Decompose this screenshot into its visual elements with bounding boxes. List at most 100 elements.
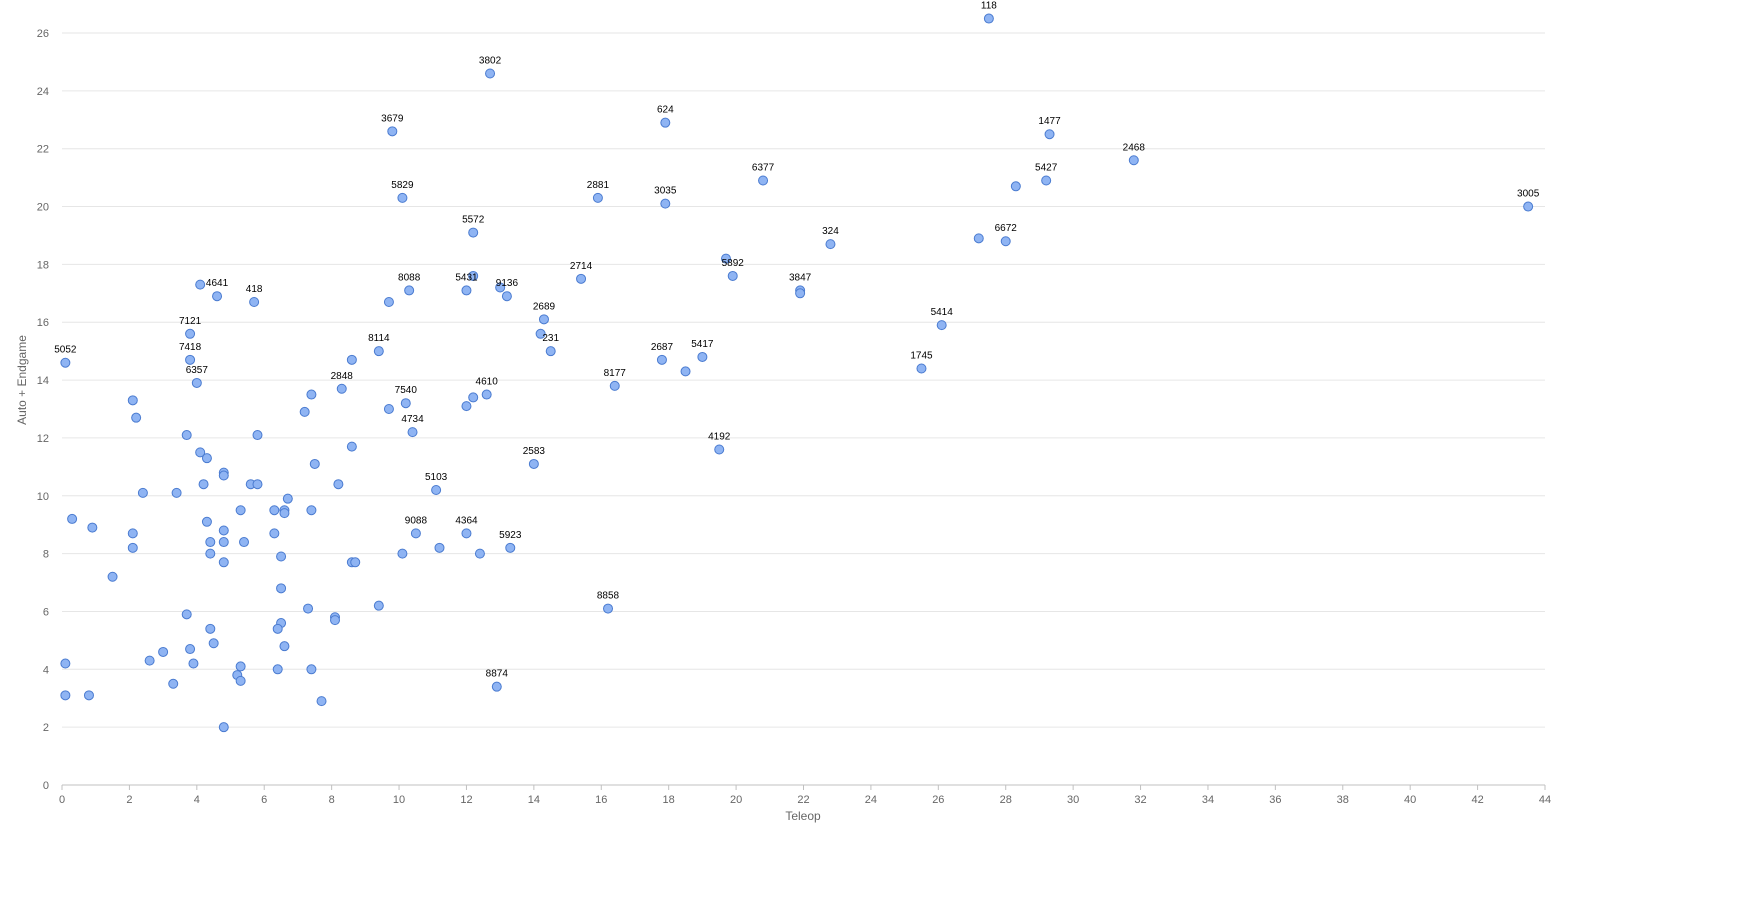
data-point — [188, 658, 199, 669]
data-point — [535, 328, 546, 339]
data-point — [306, 664, 317, 675]
data-point — [936, 320, 947, 331]
data-point — [87, 522, 98, 533]
data-point — [205, 548, 216, 559]
data-point — [528, 458, 539, 469]
data-point — [279, 508, 290, 519]
data-point-label: 4641 — [206, 278, 229, 289]
data-point-label: 324 — [822, 226, 839, 237]
x-tick-label-24: 24 — [865, 794, 877, 806]
data-point — [276, 551, 287, 562]
data-point-label: 5923 — [499, 530, 522, 541]
y-tick-label-14: 14 — [37, 375, 49, 387]
y-tick-label-10: 10 — [37, 491, 49, 503]
x-tick-label-30: 30 — [1067, 794, 1079, 806]
data-point-label: 3035 — [654, 186, 677, 197]
data-point-label: 8088 — [398, 272, 421, 283]
x-tick-label-2: 2 — [126, 794, 132, 806]
data-point — [758, 175, 769, 186]
data-point — [660, 117, 671, 128]
data-point — [714, 444, 725, 455]
data-point — [185, 328, 196, 339]
data-point-label: 4610 — [476, 377, 499, 388]
data-point — [272, 623, 283, 634]
data-point — [474, 548, 485, 559]
data-point-label: 2714 — [570, 261, 593, 272]
data-point — [461, 528, 472, 539]
data-point — [282, 493, 293, 504]
data-point-label: 118 — [981, 1, 997, 12]
data-point — [235, 505, 246, 516]
data-point-label: 8874 — [486, 669, 509, 680]
data-point-label: 1477 — [1038, 116, 1061, 127]
x-tick-label-0: 0 — [59, 794, 65, 806]
data-point-label: 7540 — [395, 385, 418, 396]
data-point — [410, 528, 421, 539]
data-point — [973, 233, 984, 244]
data-point-label: 8114 — [368, 333, 390, 344]
data-point — [205, 537, 216, 548]
data-point-label: 7121 — [179, 316, 202, 327]
y-tick-label-24: 24 — [37, 86, 49, 98]
data-point — [67, 513, 78, 524]
y-tick-label-8: 8 — [43, 549, 49, 561]
data-point-label: 4364 — [455, 515, 478, 526]
data-point-label: 7418 — [179, 342, 202, 353]
data-points — [60, 13, 1534, 733]
data-point-label: 5572 — [462, 215, 485, 226]
y-tick-label-12: 12 — [37, 433, 49, 445]
data-point — [127, 542, 138, 553]
data-point — [239, 537, 250, 548]
y-axis-title: Auto + Endgame — [15, 335, 29, 425]
data-point-label: 5829 — [391, 180, 414, 191]
data-point — [461, 285, 472, 296]
data-point-label: 2687 — [651, 342, 674, 353]
data-point-label: 231 — [542, 333, 559, 344]
data-point — [276, 583, 287, 594]
x-tick-label-34: 34 — [1202, 794, 1214, 806]
data-point — [306, 389, 317, 400]
y-tick-label-0: 0 — [43, 780, 49, 792]
data-point — [181, 609, 192, 620]
x-axis-ticks: 0 2 4 6 8 10 12 14 16 18 20 22 24 26 28 30 32 34 36 38 40 42 4… — [59, 785, 1551, 806]
data-point — [656, 354, 667, 365]
y-tick-label-18: 18 — [37, 259, 49, 271]
data-point — [235, 675, 246, 686]
data-point — [1041, 175, 1052, 186]
data-point — [127, 395, 138, 406]
data-point-label: 3802 — [479, 55, 502, 66]
data-point-label: 6357 — [186, 365, 209, 376]
y-tick-label-22: 22 — [37, 144, 49, 156]
data-point — [461, 401, 472, 412]
data-point — [249, 296, 260, 307]
point-labels: 118 3802 624 3679 1477 2468 6377 5427 5829 2881 30… — [54, 1, 1539, 680]
data-point — [269, 528, 280, 539]
data-point — [383, 404, 394, 414]
data-point-label: 8858 — [597, 591, 620, 602]
data-point — [60, 690, 71, 701]
data-point — [299, 406, 310, 417]
data-point — [609, 380, 620, 391]
data-point — [303, 603, 314, 614]
data-point — [407, 427, 418, 438]
data-point — [168, 678, 179, 689]
data-point — [660, 198, 671, 209]
data-point — [983, 13, 994, 24]
data-point — [491, 681, 502, 692]
data-point — [727, 270, 738, 281]
x-tick-label-4: 4 — [194, 794, 200, 806]
data-point-label: 6377 — [752, 163, 775, 174]
data-point — [373, 600, 384, 611]
data-point — [468, 392, 479, 403]
data-point — [387, 126, 398, 137]
data-point-label: 2848 — [331, 371, 354, 382]
data-point — [198, 479, 209, 490]
data-point — [252, 479, 263, 490]
data-point — [538, 314, 549, 325]
data-point — [279, 641, 290, 652]
data-point-label: 8177 — [604, 368, 627, 379]
data-point — [1523, 201, 1534, 212]
data-point — [107, 571, 118, 582]
data-point — [83, 690, 94, 701]
data-point — [272, 664, 283, 675]
